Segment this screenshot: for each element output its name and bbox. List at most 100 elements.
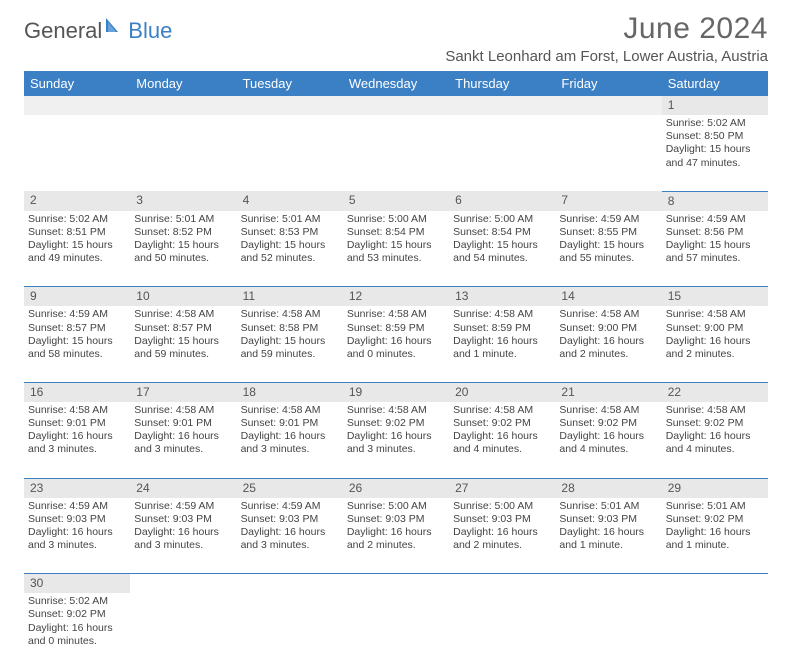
sun-info: Sunrise: 4:58 AMSunset: 8:59 PMDaylight:… (453, 308, 551, 361)
daylight-text: Daylight: 16 hours and 4 minutes. (453, 430, 551, 456)
day-info-cell (24, 115, 130, 191)
daylight-text: Daylight: 16 hours and 0 minutes. (28, 622, 126, 648)
sun-info: Sunrise: 4:58 AMSunset: 8:57 PMDaylight:… (134, 308, 232, 361)
sun-info: Sunrise: 4:58 AMSunset: 9:00 PMDaylight:… (559, 308, 657, 361)
title-block: June 2024 Sankt Leonhard am Forst, Lower… (445, 12, 768, 65)
daylight-text: Daylight: 15 hours and 57 minutes. (666, 239, 764, 265)
day-number-cell: 5 (343, 191, 449, 211)
day-info-cell (555, 593, 661, 669)
sunrise-text: Sunrise: 5:01 AM (559, 500, 657, 513)
day-info-cell: Sunrise: 5:00 AMSunset: 9:03 PMDaylight:… (343, 498, 449, 574)
day-info-cell: Sunrise: 4:59 AMSunset: 8:55 PMDaylight:… (555, 211, 661, 287)
day-number-cell: 30 (24, 574, 130, 594)
day-number: 5 (349, 193, 356, 207)
sunrise-text: Sunrise: 5:01 AM (666, 500, 764, 513)
weekday-header: Tuesday (237, 71, 343, 96)
sunset-text: Sunset: 8:58 PM (241, 322, 339, 335)
info-row: Sunrise: 4:59 AM Sunset: 8:57 PM Daylight:… (24, 306, 768, 382)
sunrise-text: Sunrise: 5:02 AM (28, 595, 126, 608)
day-number: 20 (455, 385, 468, 399)
sunrise-text: Sunrise: 5:00 AM (347, 213, 445, 226)
day-number: 2 (30, 193, 37, 207)
day-number: 15 (668, 289, 681, 303)
sun-info: Sunrise: 4:59 AMSunset: 9:03 PMDaylight:… (241, 500, 339, 553)
day-info-cell: Sunrise: 4:58 AMSunset: 9:02 PMDaylight:… (343, 402, 449, 478)
day-number: 16 (30, 385, 43, 399)
day-number: 4 (243, 193, 250, 207)
day-number-cell (24, 96, 130, 115)
sunset-text: Sunset: 9:03 PM (28, 513, 126, 526)
daylight-text: Daylight: 16 hours and 3 minutes. (347, 430, 445, 456)
day-number-cell: 1 (662, 96, 768, 115)
day-number-cell: 18 (237, 382, 343, 402)
sunset-text: Sunset: 9:01 PM (28, 417, 126, 430)
day-info-cell: Sunrise: 4:58 AMSunset: 9:02 PMDaylight:… (662, 402, 768, 478)
day-number-cell: 11 (237, 287, 343, 307)
sunrise-text: Sunrise: 5:01 AM (134, 213, 232, 226)
sun-info: Sunrise: 4:59 AMSunset: 8:56 PMDaylight:… (666, 213, 764, 266)
day-info-cell: Sunrise: 5:01 AMSunset: 8:52 PMDaylight:… (130, 211, 236, 287)
sun-info: Sunrise: 4:58 AMSunset: 9:02 PMDaylight:… (559, 404, 657, 457)
sun-info: Sunrise: 5:02 AMSunset: 9:02 PMDaylight:… (28, 595, 126, 648)
sunrise-text: Sunrise: 4:58 AM (453, 404, 551, 417)
sunrise-text: Sunrise: 4:59 AM (559, 213, 657, 226)
daylight-text: Daylight: 15 hours and 55 minutes. (559, 239, 657, 265)
sunrise-text: Sunrise: 4:59 AM (28, 308, 126, 321)
daylight-text: Daylight: 15 hours and 50 minutes. (134, 239, 232, 265)
sun-info: Sunrise: 4:58 AMSunset: 9:02 PMDaylight:… (347, 404, 445, 457)
sun-info: Sunrise: 4:58 AMSunset: 9:02 PMDaylight:… (453, 404, 551, 457)
day-info-cell: Sunrise: 4:58 AMSunset: 9:01 PMDaylight:… (237, 402, 343, 478)
daylight-text: Daylight: 16 hours and 2 minutes. (666, 335, 764, 361)
sunset-text: Sunset: 9:02 PM (347, 417, 445, 430)
day-info-cell: Sunrise: 5:00 AMSunset: 9:03 PMDaylight:… (449, 498, 555, 574)
day-number: 1 (668, 98, 675, 112)
day-number-cell: 3 (130, 191, 236, 211)
sun-info: Sunrise: 4:58 AMSunset: 9:00 PMDaylight:… (666, 308, 764, 361)
daynum-row: 23242526272829 (24, 478, 768, 498)
day-info-cell: Sunrise: 5:00 AMSunset: 8:54 PMDaylight:… (449, 211, 555, 287)
daylight-text: Daylight: 16 hours and 0 minutes. (347, 335, 445, 361)
daylight-text: Daylight: 16 hours and 3 minutes. (28, 526, 126, 552)
logo-text-blue: Blue (128, 18, 172, 44)
sun-info: Sunrise: 5:00 AMSunset: 8:54 PMDaylight:… (347, 213, 445, 266)
day-number-cell: 8 (662, 191, 768, 211)
sunset-text: Sunset: 9:00 PM (666, 322, 764, 335)
sunset-text: Sunset: 8:57 PM (134, 322, 232, 335)
sunset-text: Sunset: 9:01 PM (134, 417, 232, 430)
sunset-text: Sunset: 9:03 PM (241, 513, 339, 526)
day-number: 25 (243, 481, 256, 495)
daylight-text: Daylight: 16 hours and 1 minute. (666, 526, 764, 552)
day-number-cell: 16 (24, 382, 130, 402)
day-number-cell (449, 96, 555, 115)
sunset-text: Sunset: 9:02 PM (453, 417, 551, 430)
day-number-cell: 29 (662, 478, 768, 498)
daylight-text: Daylight: 15 hours and 59 minutes. (241, 335, 339, 361)
sunset-text: Sunset: 8:52 PM (134, 226, 232, 239)
day-number-cell: 21 (555, 382, 661, 402)
day-info-cell (555, 115, 661, 191)
daynum-row: 9101112131415 (24, 287, 768, 307)
daylight-text: Daylight: 16 hours and 1 minute. (559, 526, 657, 552)
day-number-cell (343, 574, 449, 594)
daylight-text: Daylight: 16 hours and 4 minutes. (666, 430, 764, 456)
sunrise-text: Sunrise: 4:58 AM (666, 308, 764, 321)
day-info-cell (237, 593, 343, 669)
day-number: 17 (136, 385, 149, 399)
sunrise-text: Sunrise: 4:58 AM (666, 404, 764, 417)
sun-info: Sunrise: 5:01 AMSunset: 9:03 PMDaylight:… (559, 500, 657, 553)
sunrise-text: Sunrise: 5:01 AM (241, 213, 339, 226)
daylight-text: Daylight: 15 hours and 58 minutes. (28, 335, 126, 361)
day-number: 19 (349, 385, 362, 399)
day-info-cell: Sunrise: 4:58 AMSunset: 8:58 PMDaylight:… (237, 306, 343, 382)
day-number: 18 (243, 385, 256, 399)
sunrise-text: Sunrise: 4:59 AM (241, 500, 339, 513)
sunrise-text: Sunrise: 5:00 AM (453, 213, 551, 226)
day-number-cell: 17 (130, 382, 236, 402)
day-number: 10 (136, 289, 149, 303)
sun-info: Sunrise: 5:01 AMSunset: 8:53 PMDaylight:… (241, 213, 339, 266)
day-number-cell: 2 (24, 191, 130, 211)
daylight-text: Daylight: 16 hours and 4 minutes. (559, 430, 657, 456)
day-number: 30 (30, 576, 43, 590)
logo-sail-icon (104, 16, 126, 39)
day-number-cell (662, 574, 768, 594)
